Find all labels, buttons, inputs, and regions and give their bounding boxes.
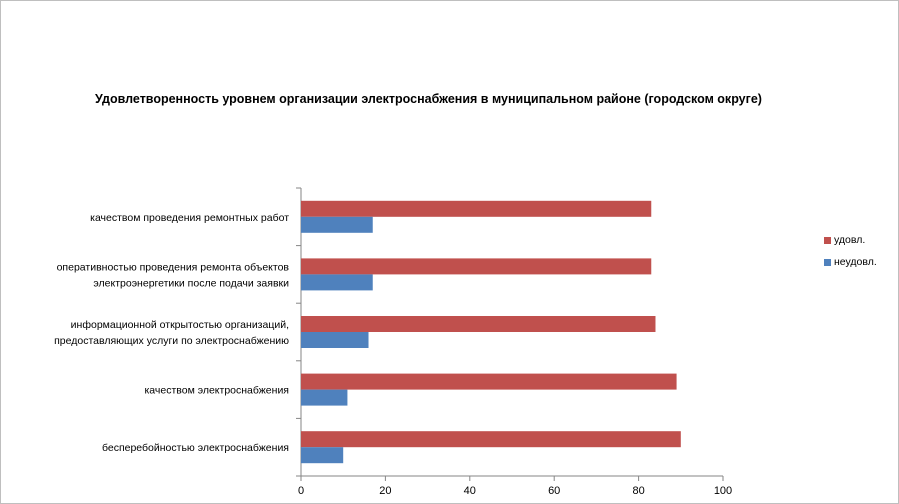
x-tick-label: 0 bbox=[298, 485, 304, 497]
x-tick-label: 100 bbox=[714, 485, 732, 497]
category-label: информационной открытостью организаций, bbox=[71, 319, 289, 331]
bar-unsatisfied bbox=[301, 447, 344, 464]
category-label: качеством проведения ремонтных работ bbox=[90, 212, 289, 224]
x-tick-label: 80 bbox=[632, 485, 644, 497]
category-label: бесперебойностью электроснабжения bbox=[102, 442, 289, 454]
legend-label-satisfied: удовл. bbox=[834, 234, 866, 246]
x-tick-label: 60 bbox=[548, 485, 560, 497]
bar-satisfied bbox=[301, 431, 681, 448]
bar-unsatisfied bbox=[301, 216, 373, 233]
legend-label-unsatisfied: неудовл. bbox=[834, 256, 877, 268]
category-label: электроэнергетики после подачи заявки bbox=[93, 277, 289, 289]
bar-unsatisfied bbox=[301, 332, 369, 348]
bar-unsatisfied bbox=[301, 389, 348, 406]
category-label: оперативностью проведения ремонта объект… bbox=[57, 261, 290, 273]
legend-swatch-satisfied bbox=[824, 237, 831, 244]
bar-satisfied bbox=[301, 373, 677, 390]
category-label: качеством электроснабжения bbox=[144, 385, 289, 397]
bar-satisfied bbox=[301, 258, 652, 275]
x-tick-label: 20 bbox=[379, 485, 391, 497]
legend-swatch-unsatisfied bbox=[824, 259, 831, 266]
bar-unsatisfied bbox=[301, 274, 373, 291]
category-label: предоставляющих услуги по электроснабжен… bbox=[54, 335, 289, 347]
x-tick-label: 40 bbox=[464, 485, 476, 497]
chart-title: Удовлетворенность уровнем организации эл… bbox=[95, 92, 762, 106]
bar-satisfied bbox=[301, 316, 656, 332]
bar-satisfied bbox=[301, 200, 652, 217]
